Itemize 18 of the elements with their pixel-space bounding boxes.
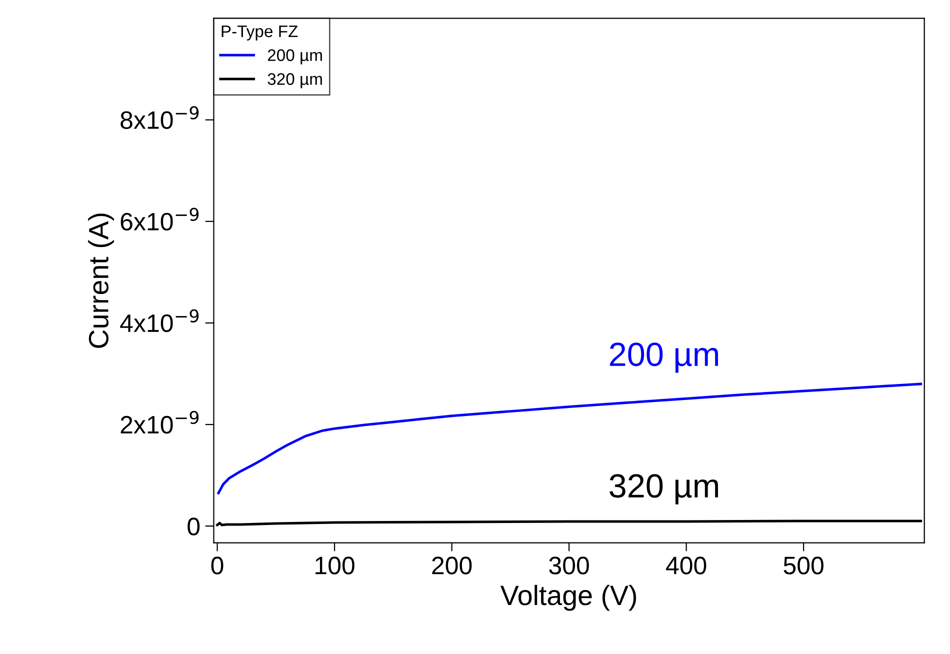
x-tick-label: 300: [549, 556, 589, 574]
annotation: 320 µm: [610, 474, 718, 504]
y-tick-label: 0: [188, 518, 200, 536]
x-axis-title: Voltage (V): [500, 584, 636, 611]
x-tick-label: 100: [316, 556, 354, 574]
y-tick-label: 8x10$^{−9}$: [120, 106, 199, 129]
x-tick-label: 200: [432, 556, 472, 574]
y-axis-title: Current (A): [88, 214, 114, 348]
annotation: 200 µm: [610, 342, 718, 373]
legend-label: 200 µm: [268, 49, 322, 64]
y-tick-label: 6x10$^{−9}$: [120, 208, 199, 231]
legend-title: P-Type FZ: [222, 26, 298, 41]
x-tick-label: 500: [784, 556, 824, 574]
y-tick-label: 2x10$^{−9}$: [120, 410, 199, 434]
legend-label: 320 µm: [268, 73, 322, 88]
x-tick-label: 0: [211, 556, 224, 574]
x-tick-label: 400: [666, 556, 706, 574]
y-tick-label: 4x10$^{−9}$: [120, 309, 199, 332]
